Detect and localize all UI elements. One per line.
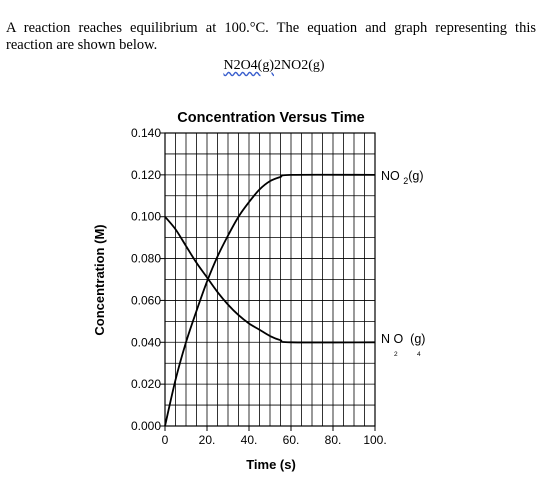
legend-no2-main: NO: [381, 169, 403, 183]
x-tick-label: 80.: [325, 433, 342, 447]
legend-no2-tail: (g): [408, 169, 423, 183]
plot-frame: [164, 132, 376, 427]
y-tick-label: 0.120: [131, 168, 161, 182]
y-axis-label: Concentration (M): [92, 224, 107, 335]
grid: [165, 133, 375, 426]
series-line-n2o4: [164, 216, 376, 344]
series-lines: [164, 173, 376, 427]
equation-product: 2NO2(g): [274, 58, 325, 73]
x-axis-ticks: 0 20. 40. 60. 80. 100.: [162, 426, 387, 447]
legend-label-no2: NO 2(g): [381, 169, 424, 186]
y-tick-label: 0.040: [131, 335, 161, 349]
legend-label-n2o4: N O (g) 2 4: [381, 332, 425, 358]
y-tick-label: 0.080: [131, 252, 161, 266]
y-tick-label: 0.140: [131, 126, 161, 140]
chart-title: Concentration Versus Time: [177, 110, 364, 126]
x-tick-label: 0: [162, 433, 169, 447]
y-tick-label: 0.100: [131, 210, 161, 224]
svg-text:NO 2(g): NO 2(g): [381, 169, 424, 186]
x-axis-label: Time (s): [246, 457, 296, 472]
y-tick-label: 0.000: [131, 419, 161, 433]
x-tick-label: 100.: [363, 433, 386, 447]
y-tick-label: 0.020: [131, 377, 161, 391]
x-tick-label: 60.: [283, 433, 300, 447]
reaction-equation: N2O4(g)2NO2(g): [0, 58, 548, 74]
legend-n2o4-sub2: 4: [417, 351, 421, 358]
y-axis-ticks: 0.000 0.020 0.040 0.060 0.080 0.100 0.120 0.140: [131, 126, 165, 433]
intro-text: A reaction reaches equilibrium at 100.°C…: [6, 20, 536, 53]
y-tick-label: 0.060: [131, 293, 161, 307]
x-tick-label: 20.: [199, 433, 216, 447]
legend-no2-sub: 2: [403, 176, 408, 186]
series-line-no2: [164, 173, 376, 427]
equation-reactant: N2O4(g): [223, 58, 274, 73]
legend-n2o4-main: N O (g): [381, 332, 425, 346]
legend-n2o4-sub: 2: [394, 351, 398, 358]
x-tick-label: 40.: [241, 433, 258, 447]
